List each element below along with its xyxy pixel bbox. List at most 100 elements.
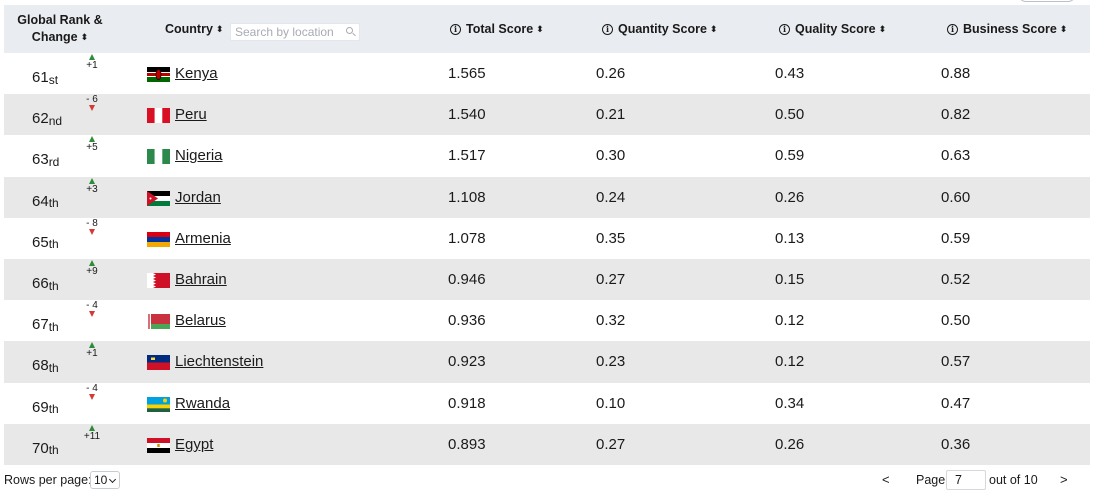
page-number-input[interactable]: 7 bbox=[946, 470, 986, 490]
quantity-score: 0.27 bbox=[596, 271, 626, 289]
country-link[interactable]: Liechtenstein bbox=[175, 353, 264, 371]
sort-icon[interactable]: ⬍ bbox=[536, 23, 544, 34]
rows-per-page-value: 10 bbox=[94, 473, 108, 487]
liechtenstein-flag-icon bbox=[147, 355, 170, 371]
business-score: 0.50 bbox=[941, 312, 971, 330]
quantity-score: 0.30 bbox=[596, 147, 626, 165]
rank-down-arrow-icon bbox=[89, 105, 95, 112]
rank-change: +5 bbox=[86, 142, 98, 154]
rwanda-flag-icon bbox=[147, 396, 170, 412]
country-link[interactable]: Peru bbox=[175, 106, 207, 124]
info-icon[interactable]: i bbox=[450, 23, 461, 35]
quality-score-column-header[interactable]: i Quality Score ⬍ bbox=[779, 5, 886, 53]
rank-change-indicator: - 4 bbox=[84, 383, 100, 400]
rank-suffix: th bbox=[48, 360, 59, 375]
rank-number: 64 bbox=[32, 192, 49, 210]
business-score: 0.63 bbox=[941, 147, 971, 165]
country-header-label: Country bbox=[165, 22, 213, 36]
rank-down-arrow-icon bbox=[89, 311, 95, 318]
rank-change: +11 bbox=[83, 430, 101, 442]
quality-score: 0.15 bbox=[775, 271, 805, 289]
page-count-label: out of 10 bbox=[989, 473, 1038, 487]
rank-suffix: st bbox=[48, 72, 59, 87]
armenia-flag-icon bbox=[147, 231, 170, 247]
total-score: 0.918 bbox=[448, 394, 486, 412]
rows-per-page-select[interactable]: 10 bbox=[90, 471, 120, 489]
quality-score: 0.50 bbox=[775, 106, 805, 124]
country-link[interactable]: Jordan bbox=[175, 188, 221, 206]
rank-number: 67 bbox=[32, 316, 49, 334]
info-icon[interactable]: i bbox=[947, 23, 958, 35]
sort-icon[interactable]: ⬍ bbox=[878, 23, 887, 34]
rankings-table: Global Rank & Change ⬍ Country ⬍ Search … bbox=[4, 5, 1090, 465]
total-score: 1.565 bbox=[448, 65, 486, 83]
rank-change: +1 bbox=[86, 348, 98, 360]
jordan-flag-icon bbox=[147, 190, 170, 206]
country-link[interactable]: Belarus bbox=[175, 312, 226, 330]
rank-change-indicator: - 8 bbox=[84, 218, 100, 235]
quantity-score: 0.24 bbox=[596, 188, 626, 206]
quality-score: 0.12 bbox=[775, 353, 805, 371]
sort-icon[interactable]: ⬍ bbox=[80, 32, 89, 42]
business-score: 0.47 bbox=[941, 394, 971, 412]
total-score: 0.946 bbox=[448, 271, 486, 289]
rank-change: +3 bbox=[86, 183, 98, 195]
quality-score-header-label: Quality Score bbox=[795, 22, 876, 36]
rank-change-indicator: - 4 bbox=[84, 300, 100, 318]
peru-flag-icon bbox=[147, 108, 170, 124]
country-link[interactable]: Kenya bbox=[175, 65, 218, 83]
total-score: 0.893 bbox=[448, 435, 486, 453]
previous-page-button[interactable]: < bbox=[882, 472, 890, 487]
top-button[interactable] bbox=[1018, 0, 1076, 2]
country-link[interactable]: Armenia bbox=[175, 229, 231, 247]
quality-score: 0.26 bbox=[775, 435, 805, 453]
rank-column-header[interactable]: Global Rank & Change ⬍ bbox=[10, 5, 110, 53]
quality-score: 0.34 bbox=[775, 394, 805, 412]
next-page-button[interactable]: > bbox=[1060, 472, 1068, 487]
quantity-score: 0.32 bbox=[596, 312, 626, 330]
business-score-column-header[interactable]: i Business Score ⬍ bbox=[947, 5, 1067, 53]
rank-number: 66 bbox=[32, 275, 49, 293]
total-score-header-label: Total Score bbox=[466, 22, 534, 36]
rank-down-arrow-icon bbox=[89, 228, 95, 235]
country-link[interactable]: Rwanda bbox=[175, 394, 231, 412]
rank-number: 69 bbox=[32, 398, 49, 416]
country-link[interactable]: Egypt bbox=[175, 435, 214, 453]
country-link[interactable]: Nigeria bbox=[175, 147, 223, 165]
kenya-flag-icon bbox=[147, 67, 170, 82]
rank-change-indicator: +9 bbox=[84, 259, 100, 277]
sort-icon[interactable]: ⬍ bbox=[215, 23, 224, 34]
quantity-score-column-header[interactable]: i Quantity Score ⬍ bbox=[602, 5, 717, 53]
quality-score: 0.59 bbox=[775, 147, 805, 165]
info-icon[interactable]: i bbox=[779, 23, 790, 35]
country-link[interactable]: Bahrain bbox=[175, 271, 227, 289]
total-score-column-header[interactable]: i Total Score ⬍ bbox=[450, 5, 544, 53]
rank-suffix: th bbox=[48, 443, 59, 458]
rank-change: - 6 bbox=[86, 94, 98, 106]
quantity-score: 0.21 bbox=[596, 106, 626, 124]
info-icon[interactable]: i bbox=[602, 23, 613, 35]
search-input[interactable]: Search by location bbox=[230, 23, 360, 41]
quality-score: 0.43 bbox=[775, 65, 805, 83]
sort-icon[interactable]: ⬍ bbox=[709, 23, 718, 34]
quantity-score: 0.10 bbox=[596, 394, 626, 412]
rank-change: +9 bbox=[86, 265, 98, 277]
sort-icon[interactable]: ⬍ bbox=[1059, 23, 1068, 34]
rank-change: - 4 bbox=[86, 300, 98, 312]
rank-suffix: th bbox=[48, 278, 59, 293]
nigeria-flag-icon bbox=[147, 149, 170, 165]
country-column-header[interactable]: Country ⬍ bbox=[165, 5, 223, 53]
business-score: 0.57 bbox=[941, 353, 971, 371]
